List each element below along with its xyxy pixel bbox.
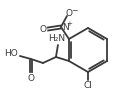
Text: Cl: Cl [84, 81, 92, 90]
Text: O: O [27, 74, 34, 83]
Text: N: N [62, 23, 69, 32]
Text: H₂N: H₂N [48, 34, 65, 43]
Text: O: O [66, 8, 73, 18]
Text: −: − [71, 7, 77, 16]
Text: HO: HO [4, 49, 18, 59]
Text: +: + [66, 21, 72, 27]
Text: O: O [40, 24, 47, 33]
